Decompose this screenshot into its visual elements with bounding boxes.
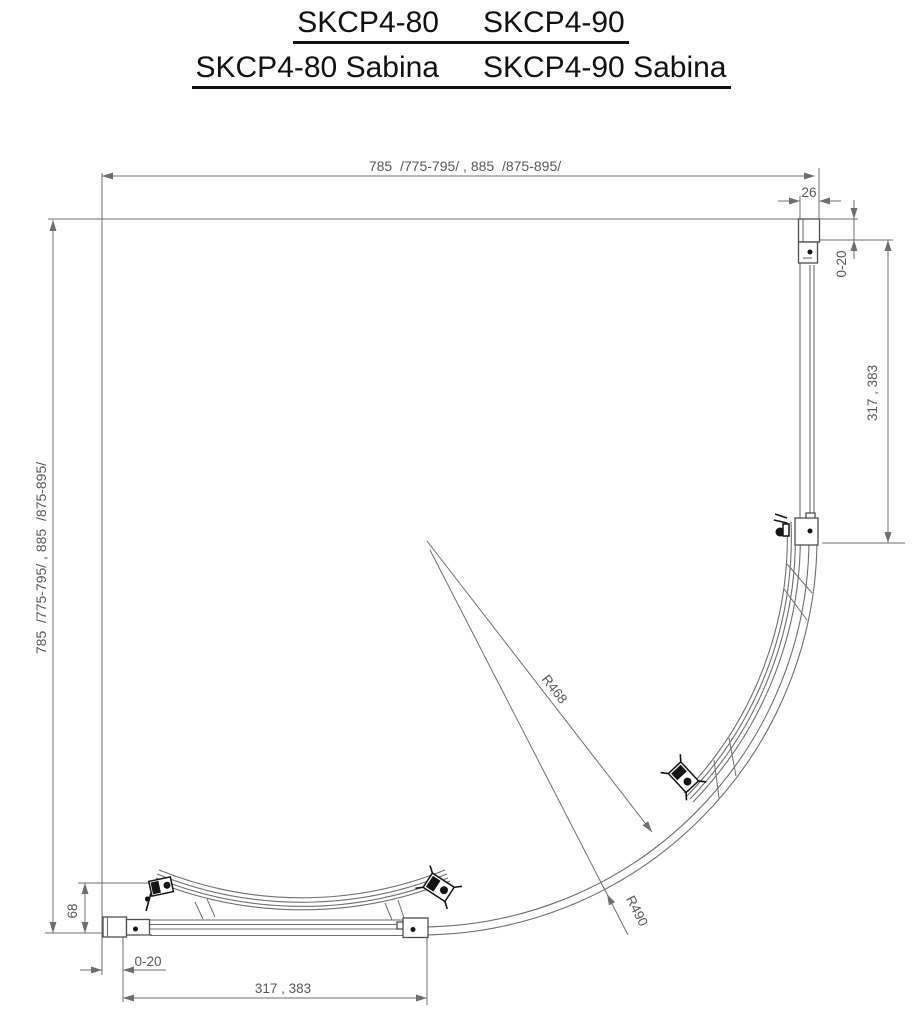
drawing-title: SKCP4-80 SKCP4-90 SKCP4-80 Sabina SKCP4-90… <box>0 6 922 96</box>
dimension-height-left: 785 /775-795/ , 885 /875-895/ <box>33 220 57 933</box>
fixed-panel-right <box>794 218 821 546</box>
panel-connector <box>794 512 819 546</box>
dimension-profile-26-label: 26 <box>801 185 816 200</box>
dimension-profile-26: 26 <box>778 185 841 205</box>
dimension-width-top-label: 785 /775-795/ , 885 /875-895/ <box>369 158 561 174</box>
door-clip-icon <box>773 513 790 537</box>
dimension-offset-68-label: 68 <box>65 903 80 918</box>
dimension-fixed-right-label: 317 , 383 <box>865 365 880 421</box>
sliding-door-upper <box>660 513 813 803</box>
door-roller-icon <box>415 865 463 910</box>
dimension-height-left-label: 785 /775-795/ , 885 /875-895/ <box>33 462 49 654</box>
dimension-fixed-bottom-label: 317 , 383 <box>255 981 311 996</box>
model-name-skcp4-90: SKCP4-90 <box>483 6 625 39</box>
radius-outer-label: R490 <box>623 893 651 929</box>
door-clip-icon <box>144 875 175 912</box>
title-line-1: SKCP4-80 SKCP4-90 <box>293 6 629 44</box>
dimension-width-top: 785 /775-795/ , 885 /875-895/ <box>102 158 815 180</box>
dimension-offset-68: 68 <box>65 883 89 933</box>
sliding-door-lower <box>144 865 463 922</box>
model-name-skcp4-90-sabina: SKCP4-90 Sabina <box>483 51 727 84</box>
panel-connector <box>396 917 429 939</box>
dimension-adjust-right: 0-20 <box>834 200 858 278</box>
model-name-skcp4-80-sabina: SKCP4-80 Sabina <box>195 51 440 84</box>
dimension-adjust-bottom-label: 0-20 <box>134 954 161 969</box>
wall-profile-top <box>797 218 821 264</box>
door-roller-icon <box>660 754 707 801</box>
curved-track <box>419 537 818 936</box>
dimension-adjust-right-label: 0-20 <box>834 250 849 277</box>
fixed-panel-bottom <box>102 916 429 939</box>
wall-profile-left <box>102 916 152 938</box>
model-name-skcp4-80: SKCP4-80 <box>297 6 439 39</box>
wall-lines <box>45 168 905 1005</box>
radius-annotations: R468 R490 <box>426 540 653 936</box>
dimension-adjust-bottom: 0-20 <box>80 954 166 974</box>
title-line-2: SKCP4-80 Sabina SKCP4-90 Sabina <box>191 51 731 89</box>
dimension-fixed-right: 317 , 383 <box>865 240 892 543</box>
dimension-fixed-bottom: 317 , 383 <box>123 981 427 1002</box>
radius-inner-label: R468 <box>539 672 571 707</box>
